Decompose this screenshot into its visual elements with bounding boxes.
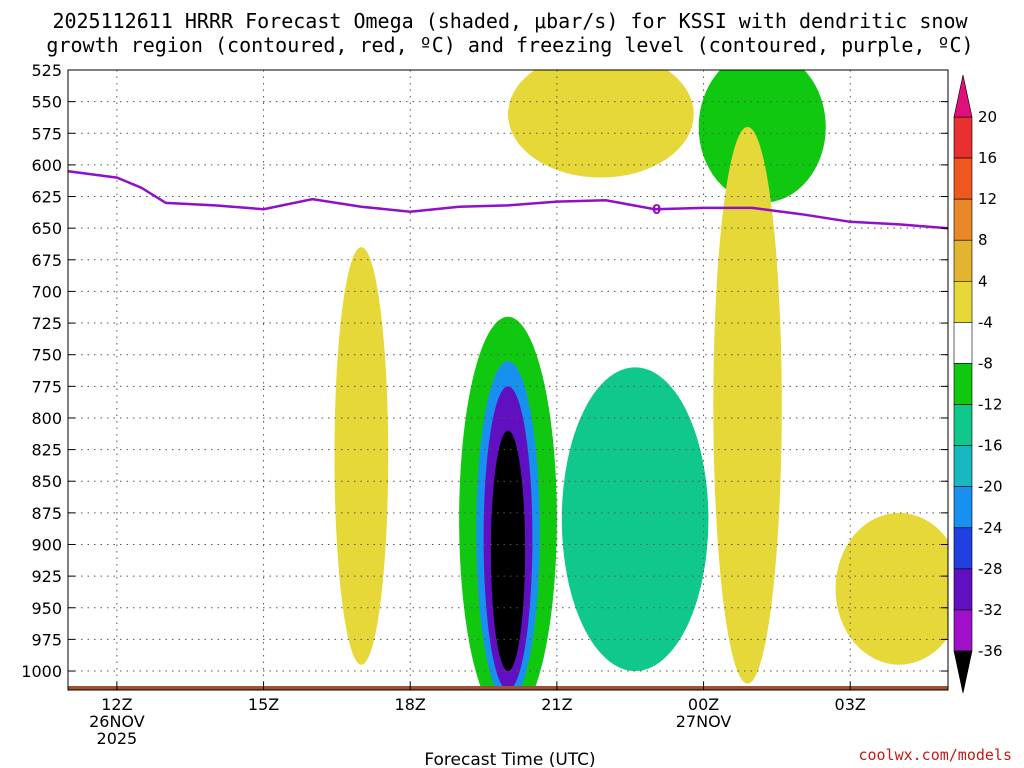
omega-region-upward-core: [490, 430, 526, 672]
colorbar: 20 16 12 8 4 -4 -8 -12 -16 -20 -24 -28 -32 -36: [953, 74, 1003, 694]
colorbar-tick-label--4: -4: [978, 313, 993, 331]
colorbar-band-m24_m20: [953, 527, 973, 570]
x-tick-date-26NOV: 26NOV: [89, 712, 145, 731]
colorbar-tick-label-20: 20: [978, 108, 997, 126]
omega-region-downward-18z-column: [334, 247, 389, 665]
colorbar-band-m28_m24: [953, 568, 973, 611]
colorbar-band-m16_m12: [953, 445, 973, 487]
y-axis-ticks: 525 550 575 600 625 650 675 700 725 750 775 800 825 8…: [21, 61, 948, 681]
y-tick-label-650: 650: [31, 219, 62, 238]
chart-title-line-1: 2025112611 HRRR Forecast Omega (shaded, …: [52, 9, 968, 33]
colorbar-tick-label--12: -12: [978, 396, 1003, 414]
colorbar-band-4_8: [953, 239, 973, 282]
colorbar-tick-label--28: -28: [978, 560, 1003, 578]
colorbar-band-12_16: [953, 157, 973, 200]
colorbar-tick-label--20: -20: [978, 478, 1003, 496]
y-tick-label-575: 575: [31, 124, 62, 143]
colorbar-band-m8_m4: [953, 363, 973, 405]
colorbar-band-m32_m28: [953, 609, 973, 652]
y-tick-label-750: 750: [31, 346, 62, 365]
plot-area: 0: [68, 70, 948, 690]
y-tick-label-625: 625: [31, 188, 62, 207]
plot-frame: [67, 69, 949, 691]
omega-region-downward-upper-pair: [508, 70, 694, 178]
y-tick-label-925: 925: [31, 567, 62, 586]
colorbar-tick-label-4: 4: [978, 272, 988, 290]
y-tick-label-850: 850: [31, 472, 62, 491]
y-tick-label-525: 525: [31, 61, 62, 80]
omega-region-upward-eastern-lobe: [561, 367, 709, 672]
colorbar-band-neutral: [953, 322, 973, 364]
y-tick-label-975: 975: [31, 630, 62, 649]
y-tick-label-725: 725: [31, 314, 62, 333]
colorbar-tick-label-8: 8: [978, 231, 988, 249]
colorbar-band-m20_m16: [953, 486, 973, 529]
x-tick-label-21Z: 21Z: [541, 695, 572, 714]
x-tick-label-18Z: 18Z: [395, 695, 426, 714]
x-tick-label-03Z: 03Z: [835, 695, 866, 714]
freezing-level-label: 0: [652, 203, 661, 218]
colorbar-tick-label-16: 16: [978, 149, 997, 167]
y-tick-label-550: 550: [31, 93, 62, 112]
credit-text: coolwx.com/models: [858, 746, 1012, 764]
x-tick-label-12Z: 12Z: [101, 695, 132, 714]
freezing-level-contour: [68, 169, 948, 230]
colorbar-band-0_4: [953, 281, 973, 323]
y-tick-label-825: 825: [31, 441, 62, 460]
colorbar-tick-label-12: 12: [978, 190, 997, 208]
x-axis-label: Forecast Time (UTC): [424, 750, 595, 768]
y-tick-label-900: 900: [31, 535, 62, 554]
y-tick-label-875: 875: [31, 504, 62, 523]
colorbar-tick-label--16: -16: [978, 437, 1003, 455]
colorbar-band-8_12: [953, 198, 973, 241]
colorbar-under-arrow: [953, 650, 973, 694]
y-tick-label-600: 600: [31, 156, 62, 175]
ground-surface: [68, 686, 948, 690]
y-tick-label-800: 800: [31, 409, 62, 428]
colorbar-tick-label--36: -36: [978, 642, 1003, 660]
x-tick-year: 2025: [97, 729, 138, 748]
y-tick-label-700: 700: [31, 282, 62, 301]
chart-title-line-2: growth region (contoured, red, ºC) and f…: [46, 33, 973, 57]
colorbar-band-16_20: [953, 116, 973, 159]
colorbar-over-arrow: [953, 74, 973, 118]
y-tick-label-775: 775: [31, 377, 62, 396]
omega-region-downward-lower-right: [835, 512, 948, 665]
x-tick-label-15Z: 15Z: [248, 695, 279, 714]
x-tick-label-00Z: 00Z: [688, 695, 719, 714]
colorbar-tick-label--8: -8: [978, 354, 993, 372]
y-tick-label-675: 675: [31, 251, 62, 270]
y-tick-label-950: 950: [31, 599, 62, 618]
y-tick-label-1000: 1000: [21, 662, 62, 681]
colorbar-band-m12_m8: [953, 404, 973, 446]
colorbar-tick-label--24: -24: [978, 519, 1003, 537]
colorbar-tick-label--32: -32: [978, 601, 1003, 619]
x-tick-date-27NOV: 27NOV: [676, 712, 732, 731]
